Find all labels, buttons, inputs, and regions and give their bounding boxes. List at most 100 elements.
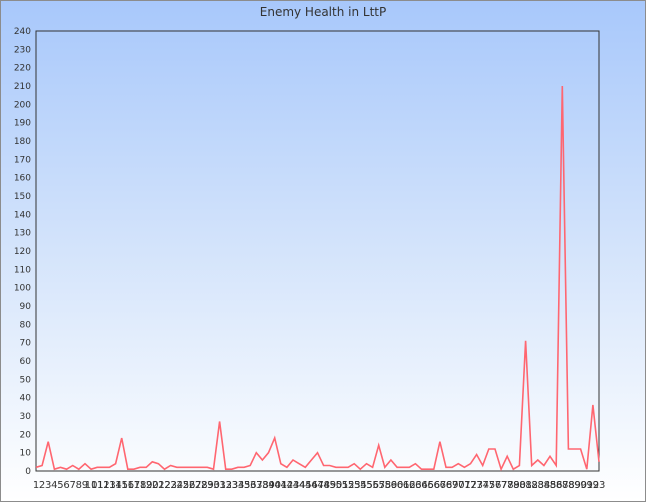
x-tick-label: 26 bbox=[183, 480, 196, 491]
x-tick-label: 76 bbox=[489, 480, 502, 491]
x-tick-label: 37 bbox=[250, 480, 263, 491]
x-tick-label: 16 bbox=[121, 480, 134, 491]
x-tick-label: 7 bbox=[70, 480, 76, 491]
x-tick-label: 86 bbox=[550, 480, 563, 491]
x-tick-label: 56 bbox=[366, 480, 379, 491]
y-tick-label: 20 bbox=[20, 430, 32, 440]
x-tick-label: 25 bbox=[177, 480, 190, 491]
x-tick-label: 5 bbox=[57, 480, 63, 491]
x-tick-label: 39 bbox=[262, 480, 275, 491]
x-tick-label: 24 bbox=[170, 480, 183, 491]
y-tick-label: 150 bbox=[14, 192, 31, 202]
x-tick-label: 22 bbox=[158, 480, 171, 491]
x-tick-label: 14 bbox=[109, 480, 122, 491]
x-tick-label: 52 bbox=[342, 480, 355, 491]
y-tick-label: 30 bbox=[20, 412, 32, 422]
x-tick-label: 67 bbox=[434, 480, 447, 491]
y-tick-label: 100 bbox=[14, 284, 31, 294]
x-tick-label: 58 bbox=[378, 480, 391, 491]
x-tick-label: 8 bbox=[76, 480, 82, 491]
x-tick-label: 81 bbox=[519, 480, 532, 491]
chart-title: Enemy Health in LttP bbox=[259, 5, 387, 19]
y-tick-label: 210 bbox=[14, 82, 31, 92]
x-tick-label: 82 bbox=[525, 480, 538, 491]
x-tick-label: 17 bbox=[128, 480, 141, 491]
x-tick-label: 70 bbox=[452, 480, 465, 491]
x-tick-label: 6 bbox=[63, 480, 69, 491]
y-tick-label: 50 bbox=[20, 375, 32, 385]
x-tick-label: 62 bbox=[403, 480, 416, 491]
y-tick-label: 120 bbox=[14, 247, 31, 257]
x-tick-label: 50 bbox=[329, 480, 342, 491]
y-tick-label: 230 bbox=[14, 45, 31, 55]
x-tick-label: 59 bbox=[385, 480, 398, 491]
x-tick-label: 48 bbox=[317, 480, 330, 491]
x-tick-label: 80 bbox=[513, 480, 526, 491]
y-tick-label: 170 bbox=[14, 155, 31, 165]
x-tick-label: 21 bbox=[152, 480, 165, 491]
data-line bbox=[35, 85, 600, 472]
x-tick-label: 4 bbox=[51, 480, 57, 491]
x-tick-label: 28 bbox=[195, 480, 208, 491]
x-tick-label: 90 bbox=[574, 480, 587, 491]
x-tick-label: 32 bbox=[219, 480, 232, 491]
x-tick-label: 79 bbox=[507, 480, 520, 491]
y-tick-label: 80 bbox=[20, 320, 32, 330]
x-tick-label: 51 bbox=[336, 480, 349, 491]
x-tick-label: 27 bbox=[189, 480, 202, 491]
x-tick-label: 3 bbox=[45, 480, 51, 491]
x-tick-label: 20 bbox=[146, 480, 159, 491]
x-tick-label: 65 bbox=[421, 480, 434, 491]
y-tick-label: 130 bbox=[14, 229, 31, 239]
x-tick-label: 11 bbox=[91, 480, 104, 491]
y-tick-label: 240 bbox=[14, 27, 31, 37]
x-tick-label: 85 bbox=[544, 480, 557, 491]
y-tick-label: 10 bbox=[20, 449, 32, 459]
x-tick-label: 2 bbox=[39, 480, 45, 491]
x-tick-label: 55 bbox=[360, 480, 373, 491]
x-tick-label: 64 bbox=[415, 480, 428, 491]
x-tick-label: 73 bbox=[470, 480, 483, 491]
x-tick-label: 60 bbox=[391, 480, 404, 491]
x-tick-label: 71 bbox=[458, 480, 471, 491]
y-tick-label: 200 bbox=[14, 100, 31, 110]
x-tick-label: 89 bbox=[568, 480, 581, 491]
x-tick-label: 35 bbox=[238, 480, 251, 491]
x-tick-label: 47 bbox=[311, 480, 324, 491]
x-tick-label: 18 bbox=[134, 480, 147, 491]
x-tick-label: 57 bbox=[372, 480, 385, 491]
x-tick-label: 66 bbox=[427, 480, 440, 491]
x-tick-label: 23 bbox=[164, 480, 177, 491]
x-tick-label: 61 bbox=[397, 480, 410, 491]
x-tick-label: 63 bbox=[409, 480, 422, 491]
x-tick-label: 1 bbox=[33, 480, 39, 491]
y-tick-label: 190 bbox=[14, 119, 31, 129]
x-tick-label: 43 bbox=[287, 480, 300, 491]
x-tick-label: 38 bbox=[256, 480, 269, 491]
y-tick-label: 0 bbox=[25, 467, 31, 477]
x-tick-label: 9 bbox=[82, 480, 88, 491]
x-tick-label: 13 bbox=[103, 480, 116, 491]
x-tick-label: 33 bbox=[225, 480, 238, 491]
x-tick-label: 75 bbox=[482, 480, 495, 491]
x-tick-label: 19 bbox=[140, 480, 153, 491]
x-tick-label: 10 bbox=[85, 480, 98, 491]
x-tick-label: 42 bbox=[281, 480, 294, 491]
x-tick-label: 15 bbox=[115, 480, 128, 491]
x-tick-label: 74 bbox=[476, 480, 489, 491]
y-tick-label: 220 bbox=[14, 64, 31, 74]
y-tick-label: 180 bbox=[14, 137, 31, 147]
x-tick-label: 40 bbox=[268, 480, 281, 491]
plot-area bbox=[35, 30, 600, 472]
x-tick-label: 30 bbox=[207, 480, 220, 491]
x-tick-label: 68 bbox=[440, 480, 453, 491]
x-tick-label: 41 bbox=[274, 480, 287, 491]
y-tick-label: 160 bbox=[14, 174, 31, 184]
x-tick-label: 69 bbox=[446, 480, 459, 491]
x-tick-label: 34 bbox=[232, 480, 245, 491]
x-tick-label: 88 bbox=[562, 480, 575, 491]
x-tick-label: 46 bbox=[305, 480, 318, 491]
x-tick-label: 45 bbox=[299, 480, 312, 491]
x-tick-label: 93 bbox=[593, 480, 606, 491]
